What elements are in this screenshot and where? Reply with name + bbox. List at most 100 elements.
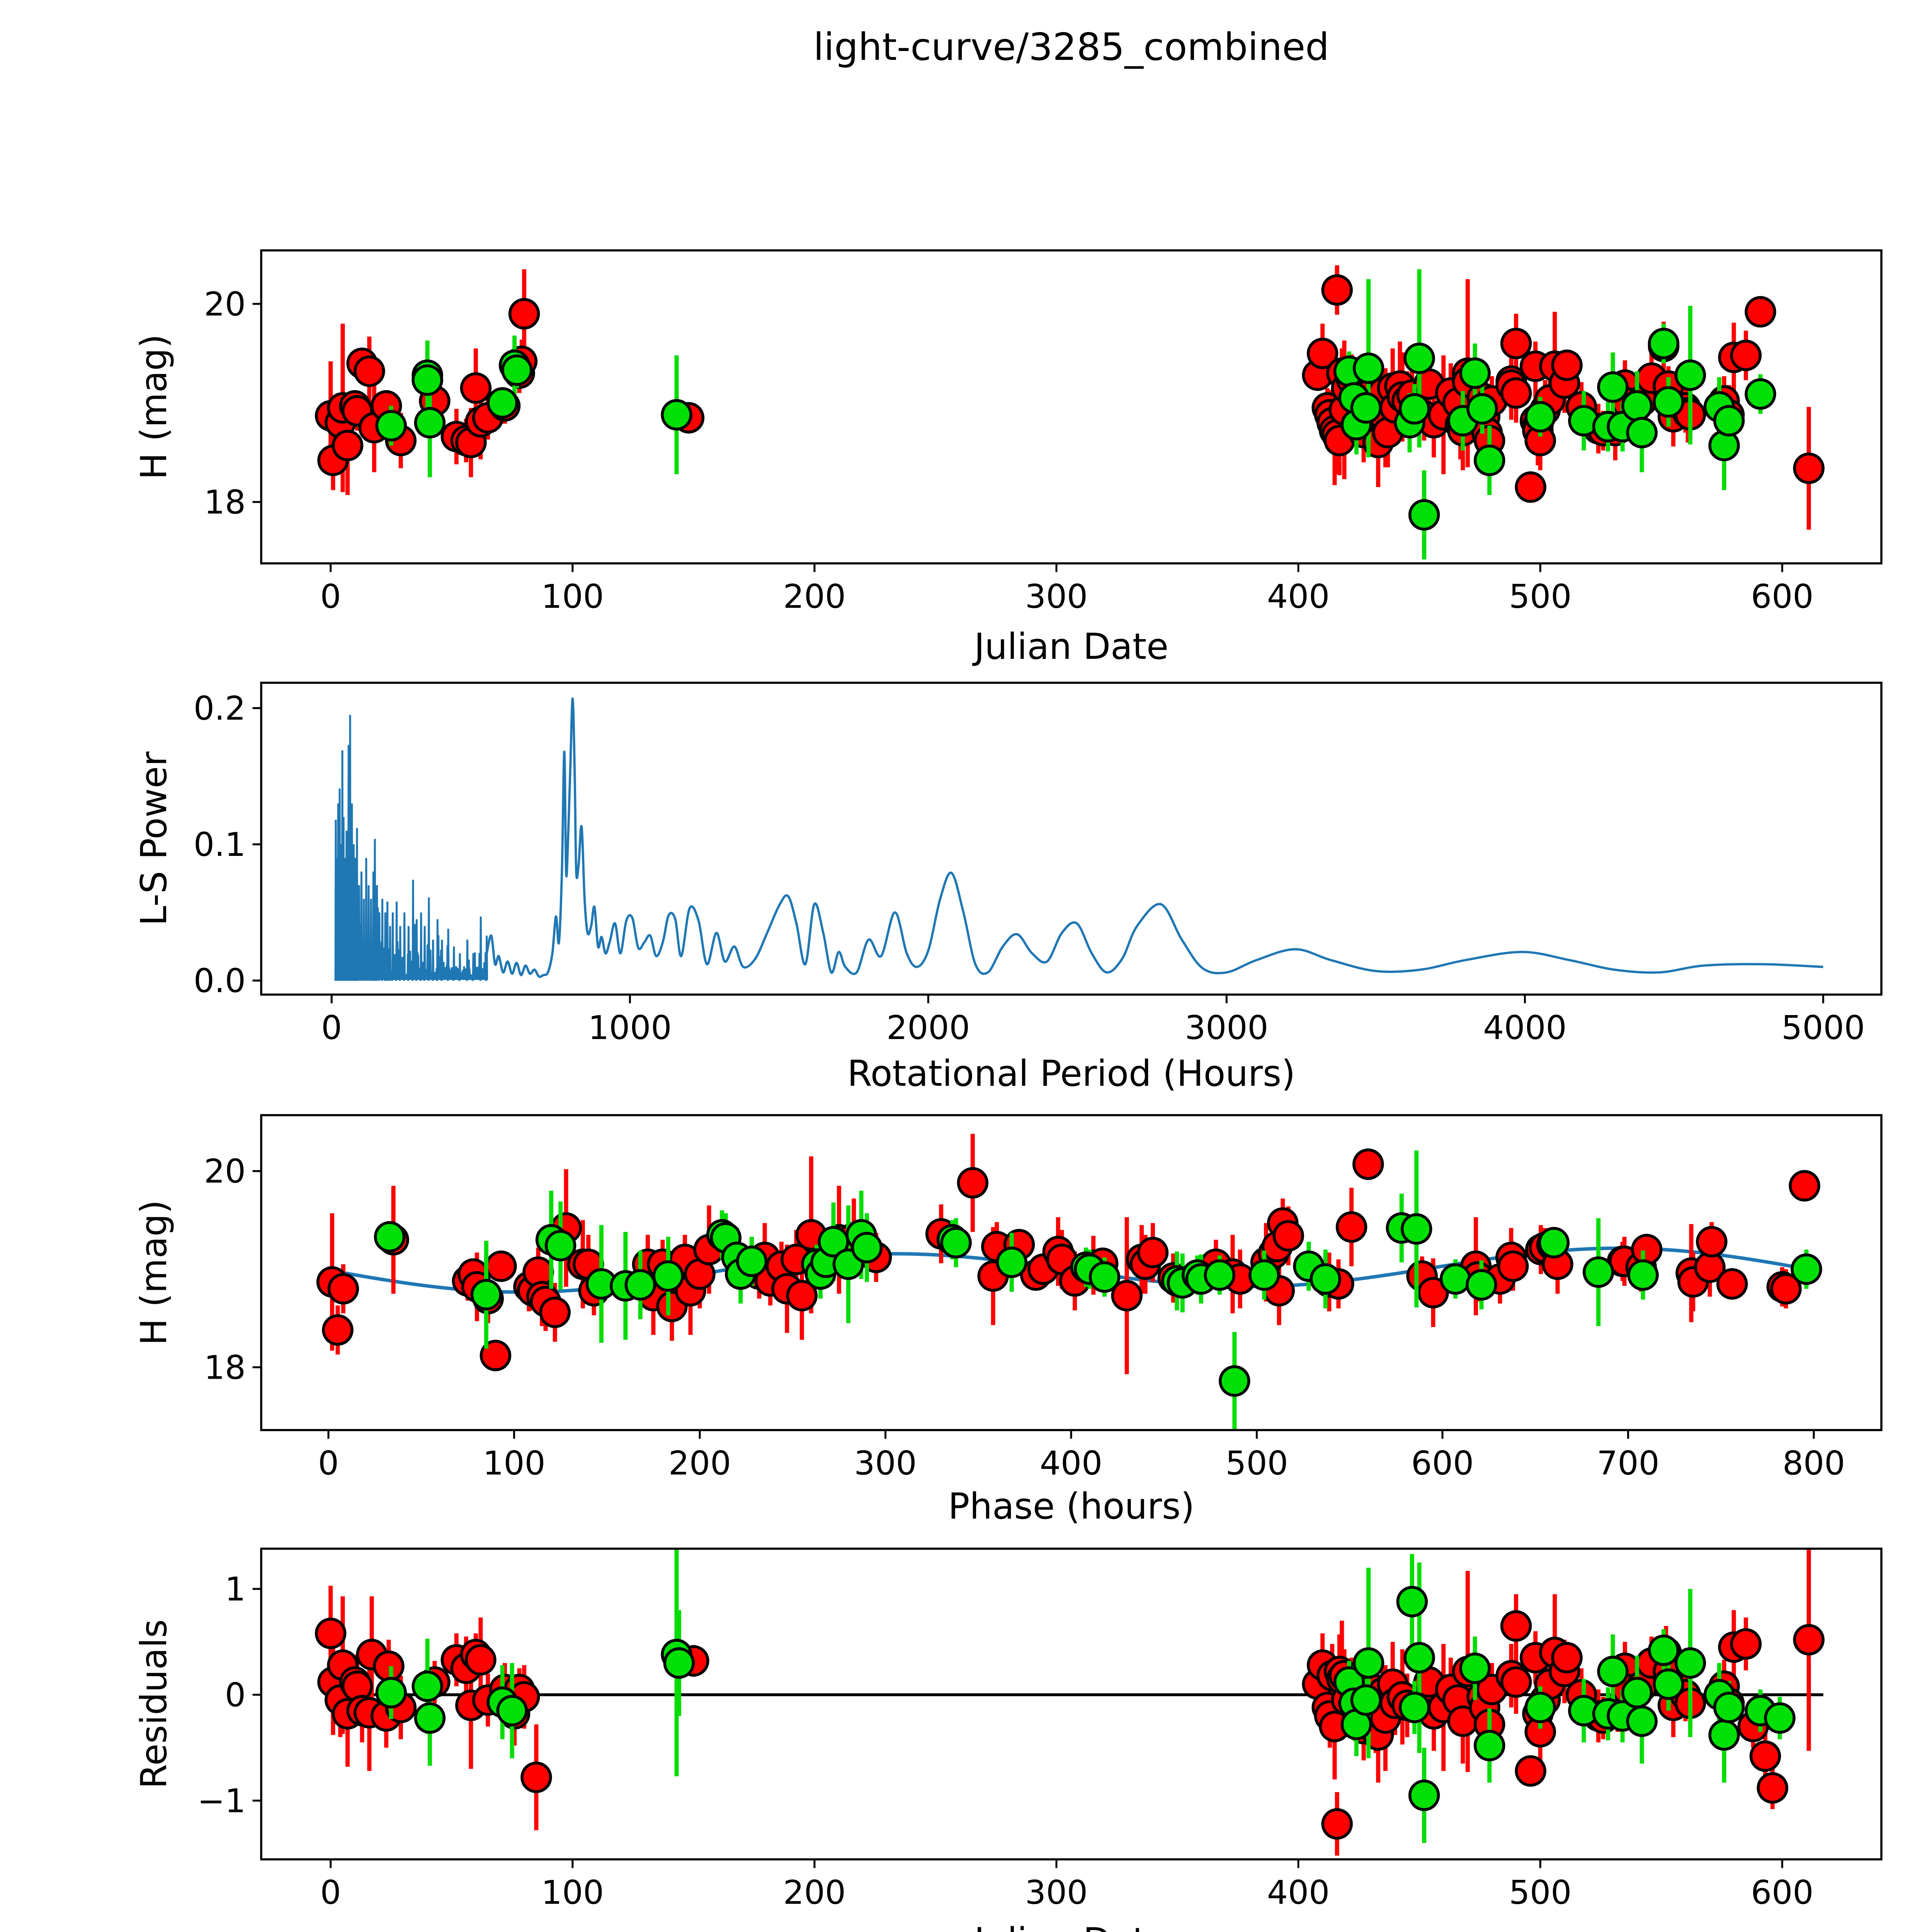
- x-tick-label: 1000: [588, 1009, 672, 1047]
- data-point: [1793, 1624, 1825, 1656]
- data-point: [1500, 1666, 1532, 1698]
- data-point: [485, 1250, 517, 1282]
- data-point: [501, 354, 533, 386]
- data-point: [1631, 1234, 1663, 1265]
- data-point: [1716, 1268, 1748, 1300]
- data-point: [1708, 1719, 1740, 1751]
- data-point: [786, 1280, 818, 1311]
- xlabel-periodogram: Rotational Period (Hours): [847, 1053, 1296, 1094]
- y-tick-label: 18: [204, 483, 246, 522]
- panel-jd-lightcurve: 0 100 200 300 400 500 600 20 18: [204, 249, 1883, 616]
- x-tick-label: 2000: [886, 1009, 970, 1047]
- x-tick-label: 100: [541, 578, 604, 616]
- ylabel-residuals: Residuals: [133, 1619, 175, 1789]
- data-point: [1396, 1586, 1428, 1617]
- data-point: [1439, 1263, 1471, 1295]
- data-point: [1204, 1259, 1236, 1291]
- series-green-points: [374, 1212, 1822, 1397]
- x-tick-label: 300: [1025, 578, 1088, 616]
- data-point: [412, 364, 443, 396]
- data-point: [1352, 352, 1384, 384]
- data-point: [851, 1232, 883, 1264]
- data-point: [375, 1677, 407, 1709]
- data-point: [375, 410, 407, 442]
- data-point: [470, 1279, 502, 1311]
- data-point: [1473, 1730, 1505, 1762]
- data-point: [1648, 1634, 1680, 1666]
- data-point: [1730, 339, 1762, 371]
- data-point: [996, 1247, 1028, 1278]
- data-point: [1350, 1684, 1382, 1716]
- data-point: [1310, 1263, 1342, 1295]
- data-point: [1674, 1647, 1706, 1679]
- data-point: [1401, 1213, 1432, 1245]
- series-green-points: [375, 1586, 1796, 1811]
- data-point: [736, 1245, 768, 1277]
- axes-frame: 0 1000 2000 3000 4000 5000 0.2 0.1 0.0: [194, 682, 1883, 1047]
- data-point: [1730, 1628, 1762, 1660]
- data-point: [1272, 1220, 1304, 1252]
- xlabel-phase-lightcurve: Phase (hours): [948, 1485, 1195, 1527]
- data-point: [1551, 1642, 1583, 1673]
- x-tick-label: 400: [1267, 1874, 1330, 1912]
- data-point: [1524, 401, 1556, 433]
- data-point: [1648, 328, 1680, 359]
- data-point: [465, 1644, 497, 1676]
- y-tick-label: 18: [204, 1349, 246, 1387]
- axes-spines: [260, 1114, 1883, 1431]
- x-tick-label: 3000: [1185, 1009, 1268, 1047]
- xlabel-jd-lightcurve: Julian Date: [972, 626, 1168, 667]
- data-point: [1745, 378, 1776, 410]
- data-point: [1789, 1170, 1820, 1202]
- data-point: [663, 1647, 695, 1679]
- x-tick-label: 100: [483, 1444, 545, 1483]
- data-point: [539, 1296, 571, 1328]
- x-tick-label: 600: [1751, 578, 1813, 616]
- data-point: [1219, 1365, 1250, 1397]
- figure-title: light-curve/3285_combined: [813, 25, 1329, 69]
- data-point: [1597, 1656, 1629, 1687]
- data-point: [1466, 393, 1498, 425]
- x-tick-label: 600: [1411, 1444, 1474, 1483]
- data-point: [1749, 1740, 1781, 1772]
- x-tick-label: 400: [1267, 578, 1330, 616]
- data-point: [414, 407, 446, 439]
- x-tick-label: 500: [1509, 578, 1571, 616]
- y-tick-label: 0: [225, 1676, 246, 1714]
- data-point: [1398, 1692, 1430, 1723]
- panel-phase-lightcurve: 0 100 200 300 400 500 600 700 800 20 18: [204, 1114, 1883, 1483]
- data-point: [1500, 328, 1532, 359]
- periodogram-line: [334, 697, 1823, 981]
- x-tick-label: 600: [1751, 1874, 1813, 1912]
- axes-spines: [260, 682, 1883, 996]
- x-tick-label: 200: [783, 1874, 846, 1912]
- x-tick-label: 100: [541, 1874, 604, 1912]
- data-point: [414, 1702, 446, 1734]
- data-point: [1352, 1148, 1384, 1180]
- data-point: [1466, 1269, 1497, 1301]
- data-point: [1621, 1677, 1653, 1709]
- y-tick-label: 1: [225, 1570, 246, 1609]
- xlabel-residuals: Julian Date: [972, 1920, 1168, 1932]
- data-point: [1757, 1772, 1789, 1804]
- ylabel-phase-lightcurve: H (mag): [133, 1200, 175, 1345]
- y-tick-label: −1: [197, 1782, 246, 1820]
- y-tick-label: 0.2: [194, 690, 246, 728]
- panel-periodogram: 0 1000 2000 3000 4000 5000 0.2 0.1 0.0: [194, 682, 1883, 1047]
- data-point: [1459, 357, 1491, 389]
- data-point: [1473, 444, 1505, 476]
- data-point: [327, 1273, 359, 1305]
- data-point: [1713, 405, 1745, 437]
- data-point: [1497, 1250, 1529, 1282]
- data-point: [1674, 359, 1706, 391]
- x-tick-label: 4000: [1483, 1009, 1566, 1047]
- data-point: [1088, 1261, 1121, 1293]
- x-tick-label: 200: [668, 1444, 731, 1483]
- data-point: [520, 1761, 552, 1793]
- y-tick-label: 20: [204, 285, 246, 323]
- data-point: [1417, 1277, 1449, 1309]
- series-green-points: [375, 328, 1776, 531]
- data-point: [1597, 371, 1629, 403]
- data-point: [1582, 1256, 1614, 1288]
